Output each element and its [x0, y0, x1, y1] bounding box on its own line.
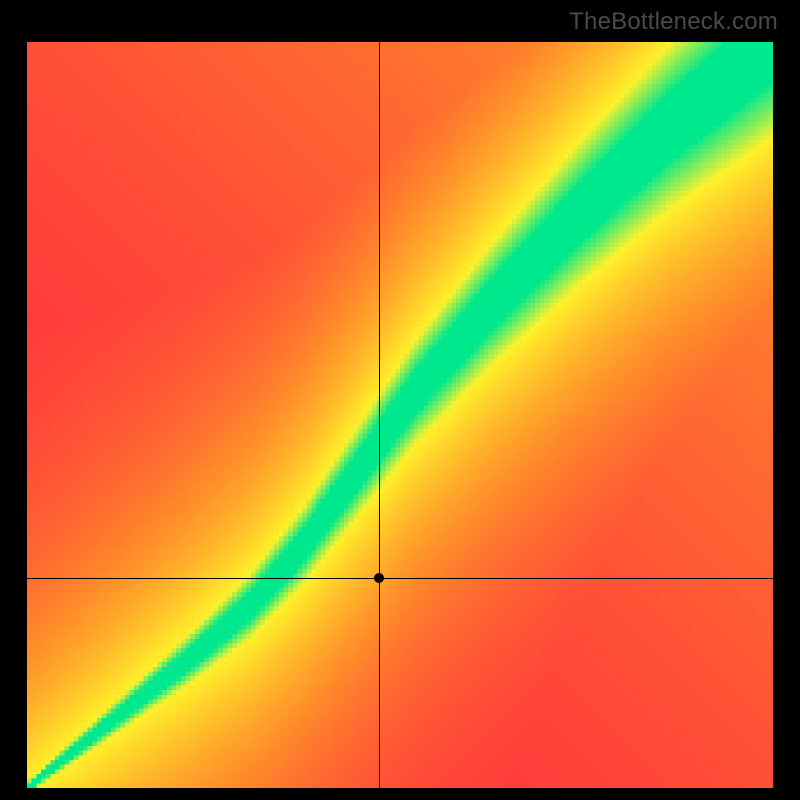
current-point-marker [374, 573, 384, 583]
crosshair-vertical [379, 42, 380, 788]
watermark-text: TheBottleneck.com [569, 8, 778, 36]
bottleneck-heatmap [27, 42, 773, 788]
heatmap-canvas [27, 42, 773, 788]
crosshair-horizontal [27, 578, 773, 579]
